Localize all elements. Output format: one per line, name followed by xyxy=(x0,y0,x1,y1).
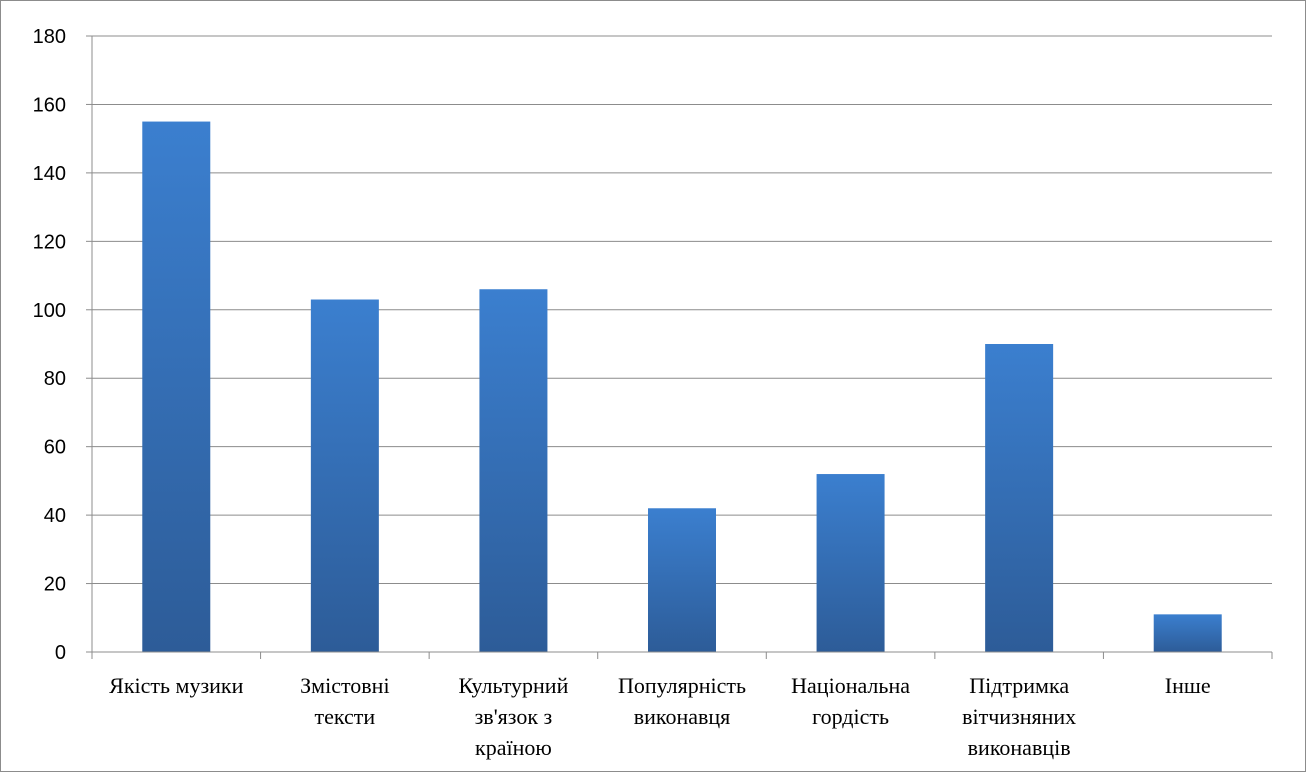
bar xyxy=(479,289,548,652)
bars xyxy=(142,121,1222,653)
y-tick-label: 0 xyxy=(55,642,66,664)
x-category-label: Змістовні xyxy=(300,673,389,698)
y-tick-label: 140 xyxy=(33,163,66,185)
bar xyxy=(310,299,379,652)
axes xyxy=(86,35,1273,659)
y-tick-label: 120 xyxy=(33,231,66,253)
gridlines xyxy=(92,35,1272,585)
x-category-label: країною xyxy=(475,735,552,760)
y-tick-label: 40 xyxy=(44,505,66,527)
x-category-label: Культурний xyxy=(458,673,568,698)
y-tick-label: 20 xyxy=(44,574,66,596)
x-category-label: Національна xyxy=(791,673,910,698)
x-category-label: Інше xyxy=(1165,673,1211,698)
bar xyxy=(142,121,211,653)
y-tick-labels: 0 20 40 60 80 100 120 140 160 180 xyxy=(33,26,66,664)
x-category-label: Популярність xyxy=(618,673,746,698)
y-tick-label: 180 xyxy=(33,26,66,48)
x-category-label: тексти xyxy=(315,704,376,729)
x-category-label: вітчизняних xyxy=(962,704,1076,729)
y-tick-label: 100 xyxy=(33,300,66,322)
bar xyxy=(816,474,885,652)
x-category-label: виконавця xyxy=(634,704,731,729)
y-tick-label: 80 xyxy=(44,368,66,390)
x-category-label: зв'язок з xyxy=(475,704,553,729)
bar xyxy=(648,508,716,652)
y-tick-label: 160 xyxy=(33,94,66,116)
bar xyxy=(985,344,1054,652)
y-tick-label: 60 xyxy=(44,437,66,459)
x-category-label: виконавців xyxy=(968,735,1071,760)
x-category-labels: Якість музики Змістовні тексти Культурний зв… xyxy=(109,673,1210,760)
x-category-label: Якість музики xyxy=(109,673,243,698)
x-category-label: гордість xyxy=(812,704,889,729)
bar xyxy=(1153,614,1222,652)
x-category-label: Підтримка xyxy=(969,673,1069,698)
